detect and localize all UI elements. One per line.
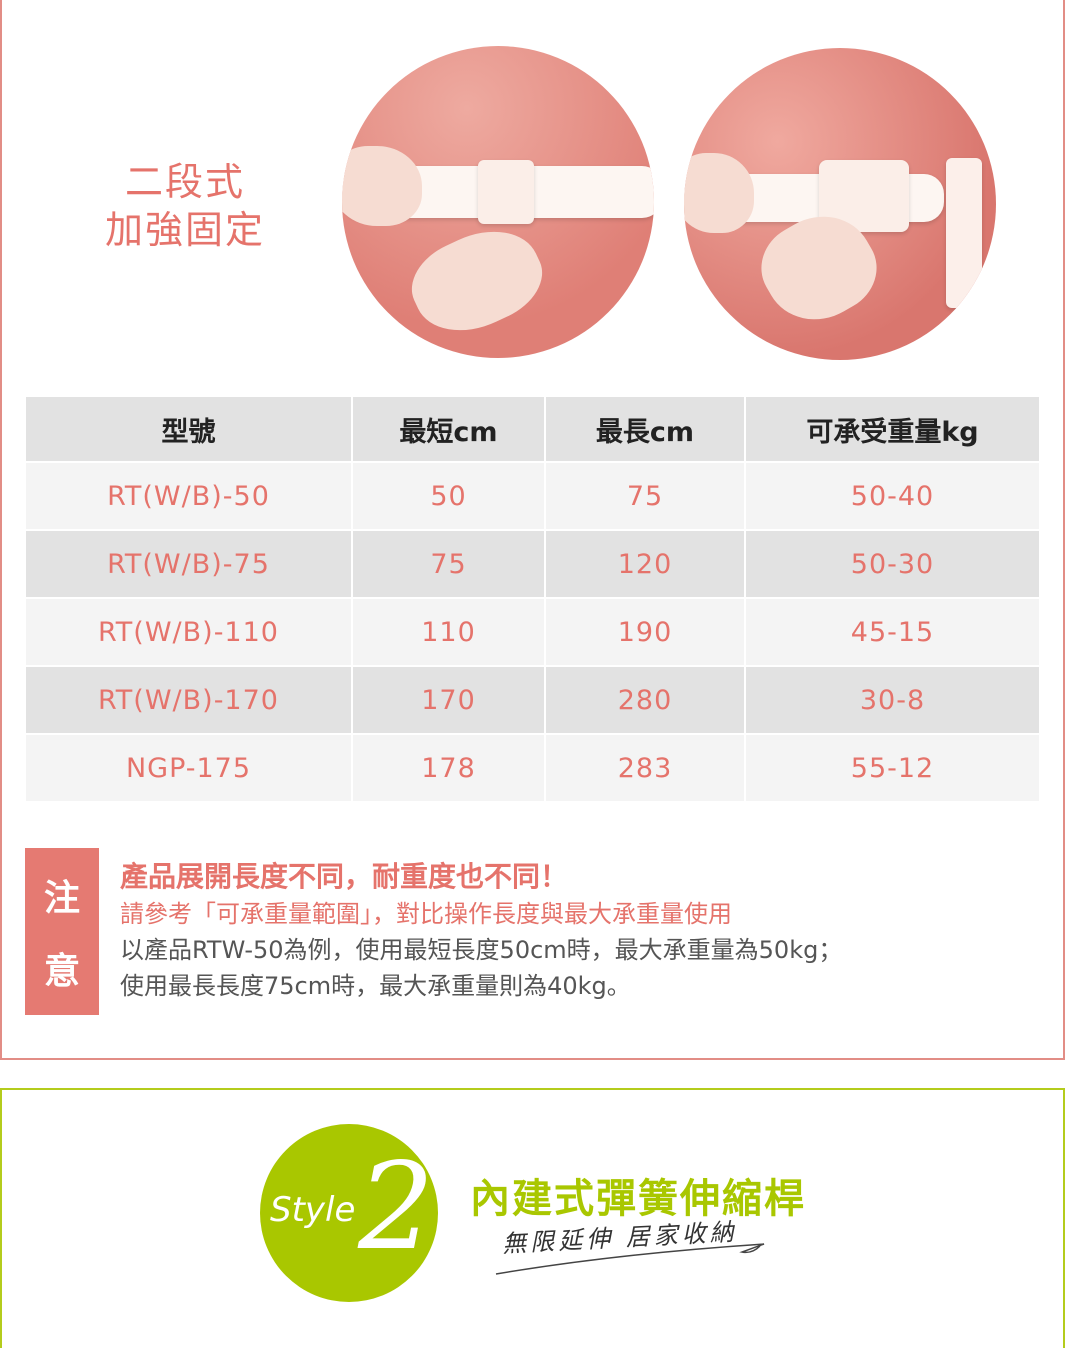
header-load: 可承受重量kg bbox=[744, 395, 1041, 463]
photo-install-step-2 bbox=[684, 48, 996, 360]
feature-title: 二段式 加強固定 bbox=[104, 160, 265, 252]
handwritten-underline bbox=[495, 1243, 765, 1275]
section-two-stage bbox=[0, 0, 1065, 1060]
table-row: RT(W/B)-110 110 190 45-15 bbox=[24, 597, 1041, 667]
section-style-2 bbox=[0, 1088, 1065, 1348]
note-text: 產品展開長度不同，耐重度也不同！ 請參考「可承重量範圍」，對比操作長度與最大承重… bbox=[120, 858, 842, 1004]
style-title: 內建式彈簧伸縮桿 bbox=[470, 1176, 806, 1222]
table-row: RT(W/B)-75 75 120 50-30 bbox=[24, 529, 1041, 599]
note-body-1: 以產品RTW-50為例，使用最短長度50cm時，最大承重量為50kg； bbox=[120, 936, 843, 964]
table-row: NGP-175 178 283 55-12 bbox=[24, 733, 1041, 803]
header-min-length: 最短cm bbox=[351, 395, 546, 463]
note-subline: 請參考「可承重量範圍」，對比操作長度與最大承重量使用 bbox=[120, 900, 732, 928]
header-model: 型號 bbox=[24, 395, 353, 463]
note-body-2: 使用最長長度75cm時，最大承重量則為40kg。 bbox=[120, 972, 631, 1000]
photo-install-step-1 bbox=[342, 46, 654, 358]
header-max-length: 最長cm bbox=[544, 395, 746, 463]
note-headline: 產品展開長度不同，耐重度也不同！ bbox=[120, 860, 569, 893]
spec-table: 型號 最短cm 最長cm 可承受重量kg RT(W/B)-50 50 75 50-40… bbox=[24, 395, 1041, 803]
table-row: RT(W/B)-170 170 280 30-8 bbox=[24, 665, 1041, 735]
note-tag: 注 意 bbox=[25, 848, 99, 1015]
style-badge: Style 2 bbox=[260, 1124, 438, 1302]
table-row: RT(W/B)-50 50 75 50-40 bbox=[24, 461, 1041, 531]
